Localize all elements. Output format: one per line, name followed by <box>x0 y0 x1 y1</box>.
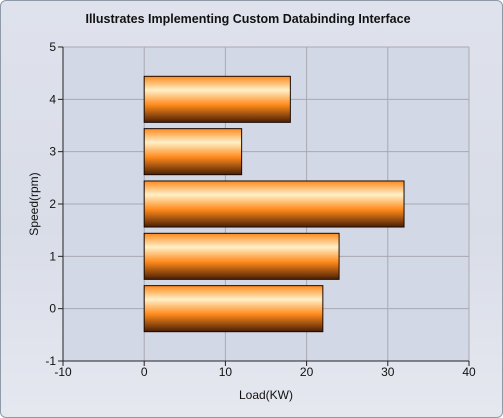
y-tick-label: 3 <box>49 145 56 159</box>
y-tick-label: 4 <box>49 92 56 106</box>
x-tick-label: 30 <box>381 365 395 379</box>
bar-4 <box>144 76 290 122</box>
y-tick-label: 5 <box>49 40 56 54</box>
bar-3 <box>144 129 241 175</box>
x-tick-label: 10 <box>219 365 233 379</box>
x-tick-label: -10 <box>54 365 72 379</box>
chart-title: Illustrates Implementing Custom Databind… <box>85 12 410 26</box>
y-tick-label: 2 <box>49 197 56 211</box>
y-tick-label: -1 <box>45 354 56 368</box>
x-tick-label: 0 <box>141 365 148 379</box>
y-tick-label: 1 <box>49 249 56 263</box>
bar-0 <box>144 286 323 332</box>
y-tick-label: 0 <box>49 302 56 316</box>
x-tick-label: 20 <box>300 365 314 379</box>
y-axis-label: Speed(rpm) <box>27 172 41 235</box>
bar-2 <box>144 181 404 227</box>
x-axis-label: Load(KW) <box>239 388 293 402</box>
x-tick-label: 40 <box>462 365 476 379</box>
bar-1 <box>144 233 339 279</box>
